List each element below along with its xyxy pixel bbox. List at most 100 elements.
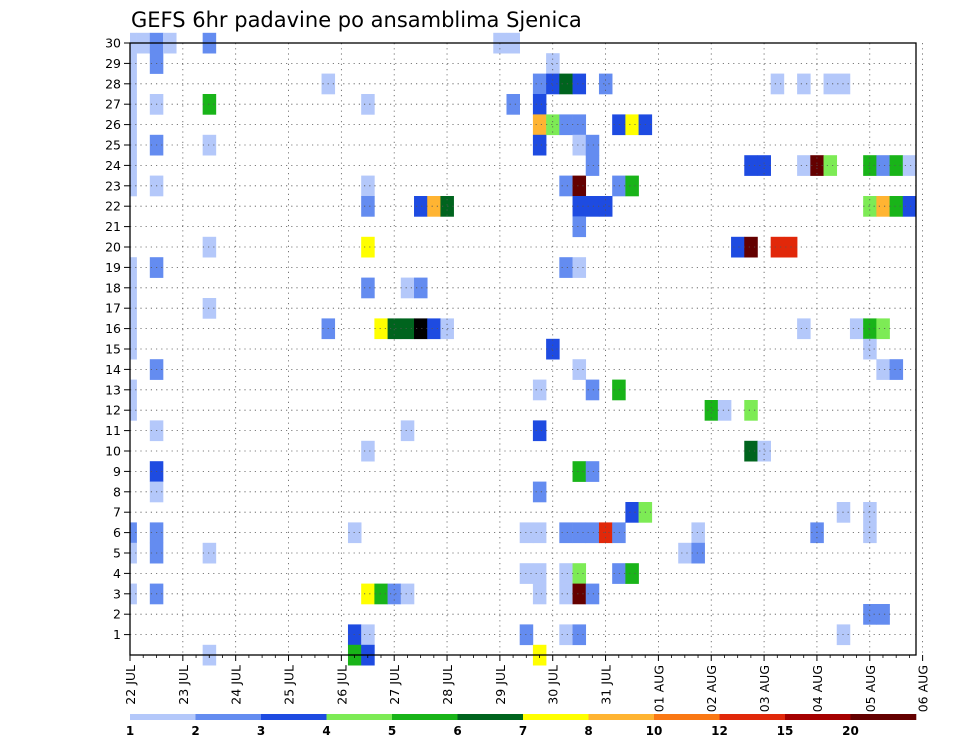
heatmap-cell <box>546 338 560 360</box>
heatmap-cell <box>361 440 375 462</box>
y-tick-label: 1 <box>113 627 121 642</box>
x-tick-label: 06 AUG <box>916 665 931 712</box>
y-tick-label: 10 <box>105 444 121 459</box>
heatmap-cell <box>532 94 547 115</box>
colorbar-swatch <box>457 714 524 720</box>
y-tick-label: 8 <box>113 484 121 499</box>
heatmap-cell <box>572 583 587 605</box>
y-tick-label: 27 <box>105 97 121 112</box>
x-tick-label: 26 JUL <box>334 665 349 705</box>
heatmap-cell <box>889 155 904 176</box>
colorbar-label: 4 <box>322 724 330 738</box>
heatmap-cell <box>797 155 811 176</box>
heatmap-cell <box>572 114 587 136</box>
heatmap-cell <box>585 134 600 156</box>
y-tick-label: 4 <box>113 566 121 581</box>
heatmap-cell <box>797 318 811 340</box>
x-tick-label: 27 JUL <box>387 665 402 705</box>
heatmap-cell <box>625 563 639 584</box>
heatmap-cell <box>757 155 771 176</box>
heatmap-cell <box>427 318 441 340</box>
y-tick-label: 24 <box>105 158 121 173</box>
y-tick-label: 3 <box>113 586 121 601</box>
heatmap-cell <box>400 318 415 340</box>
x-axis: 22 JUL 23 JUL 24 JUL 25 JUL 26 JUL 27 JUL 28 J… <box>123 655 931 712</box>
colorbar-swatch <box>588 714 655 720</box>
x-tick-label: 31 JUL <box>599 665 614 705</box>
heatmap-cell <box>519 624 534 646</box>
colorbar-swatch <box>719 714 786 720</box>
heatmap-cell <box>414 318 428 340</box>
heatmap-cell <box>757 440 771 462</box>
grid-lines <box>129 42 924 655</box>
y-tick-label: 22 <box>105 199 121 214</box>
heatmap-cell <box>202 134 217 156</box>
heatmap-cell <box>770 236 785 258</box>
heatmap-cell <box>532 73 547 95</box>
heatmap-cell <box>361 624 375 646</box>
heatmap-cell <box>532 379 547 401</box>
heatmap-cell <box>202 236 217 258</box>
heatmap-cell <box>361 583 375 605</box>
x-tick-label: 03 AUG <box>757 665 772 712</box>
heatmap-cell <box>130 53 137 74</box>
heatmap-cell <box>863 502 877 523</box>
heatmap-cell <box>902 196 917 217</box>
colorbar-label: 12 <box>711 724 728 738</box>
heatmap-cell <box>625 175 639 197</box>
heatmap-cell <box>130 522 137 544</box>
heatmap-cell <box>130 338 137 360</box>
heatmap-cell <box>130 257 137 278</box>
heatmap-cell <box>546 114 560 136</box>
heatmap-cell <box>559 583 573 605</box>
x-tick-label: 30 JUL <box>546 665 561 705</box>
x-tick-label: 23 JUL <box>176 665 191 705</box>
heatmap-cell <box>625 114 639 136</box>
heatmap-cell <box>572 522 587 544</box>
heatmap-cell <box>532 134 547 156</box>
heatmap-cell <box>585 583 600 605</box>
x-tick-label: 25 JUL <box>282 665 297 705</box>
heatmap-cell <box>202 298 217 319</box>
y-tick-label: 12 <box>105 403 121 418</box>
x-tick-label: 28 JUL <box>440 665 455 705</box>
heatmap-cell <box>130 400 137 421</box>
y-tick-label: 18 <box>105 280 121 295</box>
colorbar-swatch <box>523 714 589 720</box>
heatmap-cell <box>572 216 587 238</box>
heatmap-cell <box>532 114 547 136</box>
heatmap-cell <box>717 400 732 421</box>
heatmap-cell <box>400 583 415 605</box>
heatmap-cell <box>863 338 877 360</box>
heatmap-cell <box>863 318 877 340</box>
colorbar-label: 3 <box>257 724 265 738</box>
heatmap-cell <box>440 318 454 340</box>
y-tick-label: 2 <box>113 607 121 622</box>
heatmap-cell <box>519 522 534 544</box>
heatmap-cell <box>130 73 137 95</box>
x-tick-label: 01 AUG <box>651 665 666 712</box>
y-tick-label: 20 <box>105 240 121 255</box>
y-tick-label: 14 <box>105 362 121 377</box>
heatmap-cell <box>532 583 547 605</box>
x-tick-label: 24 JUL <box>229 665 244 705</box>
y-tick-label: 7 <box>113 505 121 520</box>
colorbar-label: 20 <box>842 724 859 738</box>
heatmap-cell <box>506 94 520 115</box>
heatmap-cell <box>559 114 573 136</box>
heatmap-cell <box>559 624 573 646</box>
heatmap-cell <box>863 196 877 217</box>
heatmap-cell <box>427 196 441 217</box>
y-tick-label: 5 <box>113 546 121 561</box>
heatmap-cell <box>744 236 758 258</box>
colorbar-swatch <box>130 714 196 720</box>
y-tick-label: 26 <box>105 117 121 132</box>
heatmap-cell <box>361 196 375 217</box>
heatmap-cell <box>572 175 587 197</box>
heatmap-cell <box>731 236 745 258</box>
x-tick-label: 04 AUG <box>810 665 825 712</box>
colorbar-swatch <box>850 714 917 720</box>
heatmap-cell <box>876 359 890 380</box>
heatmap-cell <box>130 318 137 340</box>
heatmap-cell <box>374 318 388 340</box>
